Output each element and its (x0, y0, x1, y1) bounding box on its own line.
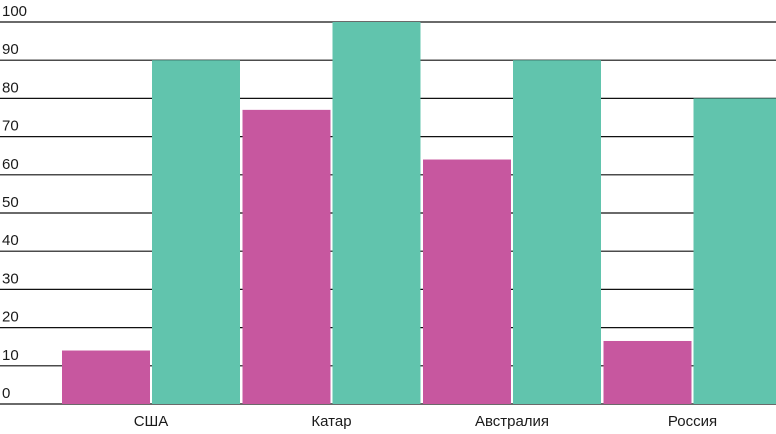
bar-series2-2 (513, 60, 601, 404)
x-category-label: США (134, 413, 169, 430)
y-tick-label: 100 (2, 3, 27, 20)
x-category-label: Катар (311, 413, 351, 430)
y-tick-label: 0 (2, 385, 10, 402)
y-tick-label: 60 (2, 156, 19, 173)
y-tick-label: 10 (2, 347, 19, 364)
y-tick-label: 90 (2, 41, 19, 58)
bar-series2-1 (332, 22, 421, 404)
x-category-label: Австралия (475, 413, 549, 430)
bar-series2-3 (693, 98, 776, 405)
y-tick-label: 40 (2, 232, 19, 249)
bar-series1-0 (62, 350, 150, 404)
y-tick-label: 80 (2, 79, 19, 96)
y-tick-label: 20 (2, 309, 19, 326)
y-axis-ticks: 0 10 20 30 40 50 60 70 80 90 100 (2, 3, 27, 402)
bar-series1-3 (603, 340, 692, 404)
y-tick-label: 50 (2, 194, 19, 211)
x-axis-categories: США Катар Австралия Россия (134, 413, 717, 430)
y-tick-label: 30 (2, 270, 19, 287)
bar-series1-1 (242, 109, 331, 405)
bar-series2-0 (152, 60, 240, 404)
bars (62, 22, 776, 405)
x-category-label: Россия (668, 413, 717, 430)
bar-series1-2 (423, 159, 511, 404)
y-tick-label: 70 (2, 118, 19, 135)
